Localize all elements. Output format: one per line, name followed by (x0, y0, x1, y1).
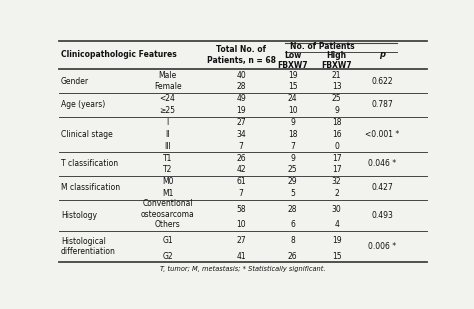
Text: T, tumor; M, metastasis; * Statistically significant.: T, tumor; M, metastasis; * Statistically… (160, 266, 326, 272)
Text: 40: 40 (236, 71, 246, 80)
Text: M1: M1 (162, 189, 173, 198)
Text: 4: 4 (334, 220, 339, 229)
Text: Clinical stage: Clinical stage (61, 130, 113, 139)
Text: G2: G2 (162, 252, 173, 260)
Text: ≥25: ≥25 (160, 106, 176, 115)
Text: 29: 29 (288, 177, 297, 186)
Text: 25: 25 (288, 165, 297, 174)
Text: 26: 26 (236, 154, 246, 163)
Text: <24: <24 (160, 94, 175, 103)
Text: 0: 0 (334, 142, 339, 151)
Text: Histology: Histology (61, 211, 97, 220)
Text: 6: 6 (290, 220, 295, 229)
Text: Gender: Gender (61, 77, 89, 86)
Text: 42: 42 (236, 165, 246, 174)
Text: Histological
differentiation: Histological differentiation (61, 237, 116, 256)
Text: Age (years): Age (years) (61, 100, 105, 109)
Text: 28: 28 (288, 205, 297, 214)
Text: M classification: M classification (61, 183, 120, 192)
Text: 10: 10 (236, 220, 246, 229)
Text: 0.493: 0.493 (372, 211, 393, 220)
Text: 13: 13 (332, 83, 341, 91)
Text: 49: 49 (236, 94, 246, 103)
Text: <0.001 *: <0.001 * (365, 130, 400, 139)
Text: Conventional
osteosarcoma: Conventional osteosarcoma (141, 200, 194, 219)
Text: 27: 27 (236, 118, 246, 127)
Text: 19: 19 (288, 71, 297, 80)
Text: 19: 19 (236, 106, 246, 115)
Text: 17: 17 (332, 165, 341, 174)
Text: 15: 15 (332, 252, 341, 260)
Text: 0.427: 0.427 (372, 183, 393, 192)
Text: 21: 21 (332, 71, 341, 80)
Text: T classification: T classification (61, 159, 118, 168)
Text: No. of Patients: No. of Patients (290, 42, 354, 51)
Text: Female: Female (154, 83, 182, 91)
Text: 0.622: 0.622 (372, 77, 393, 86)
Text: 27: 27 (236, 236, 246, 245)
Text: 7: 7 (238, 142, 244, 151)
Text: 2: 2 (334, 189, 339, 198)
Text: T2: T2 (163, 165, 173, 174)
Text: 32: 32 (332, 177, 341, 186)
Text: Others: Others (155, 220, 181, 229)
Text: 61: 61 (236, 177, 246, 186)
Text: I: I (166, 118, 169, 127)
Text: 8: 8 (290, 236, 295, 245)
Text: 5: 5 (290, 189, 295, 198)
Text: T1: T1 (163, 154, 173, 163)
Text: 25: 25 (332, 94, 341, 103)
Text: 0.787: 0.787 (372, 100, 393, 109)
Text: 9: 9 (334, 106, 339, 115)
Text: Clinicopathologic Features: Clinicopathologic Features (61, 50, 177, 59)
Text: High
FBXW7: High FBXW7 (321, 51, 352, 70)
Text: 58: 58 (236, 205, 246, 214)
Text: 7: 7 (290, 142, 295, 151)
Text: 0.006 *: 0.006 * (368, 242, 397, 251)
Text: 17: 17 (332, 154, 341, 163)
Text: 15: 15 (288, 83, 297, 91)
Text: 7: 7 (238, 189, 244, 198)
Text: 9: 9 (290, 154, 295, 163)
Text: 18: 18 (288, 130, 297, 139)
Text: p: p (380, 50, 385, 59)
Text: M0: M0 (162, 177, 173, 186)
Text: 41: 41 (236, 252, 246, 260)
Text: Low
FBXW7: Low FBXW7 (277, 51, 308, 70)
Text: 16: 16 (332, 130, 341, 139)
Text: 9: 9 (290, 118, 295, 127)
Text: G1: G1 (162, 236, 173, 245)
Text: 26: 26 (288, 252, 297, 260)
Text: III: III (164, 142, 171, 151)
Text: 34: 34 (236, 130, 246, 139)
Text: 0.046 *: 0.046 * (368, 159, 397, 168)
Text: Total No. of
Patients, n = 68: Total No. of Patients, n = 68 (207, 45, 275, 65)
Text: 18: 18 (332, 118, 341, 127)
Text: 19: 19 (332, 236, 341, 245)
Text: 24: 24 (288, 94, 297, 103)
Text: 28: 28 (237, 83, 246, 91)
Text: II: II (165, 130, 170, 139)
Text: 30: 30 (332, 205, 341, 214)
Text: Male: Male (158, 71, 177, 80)
Text: 10: 10 (288, 106, 297, 115)
